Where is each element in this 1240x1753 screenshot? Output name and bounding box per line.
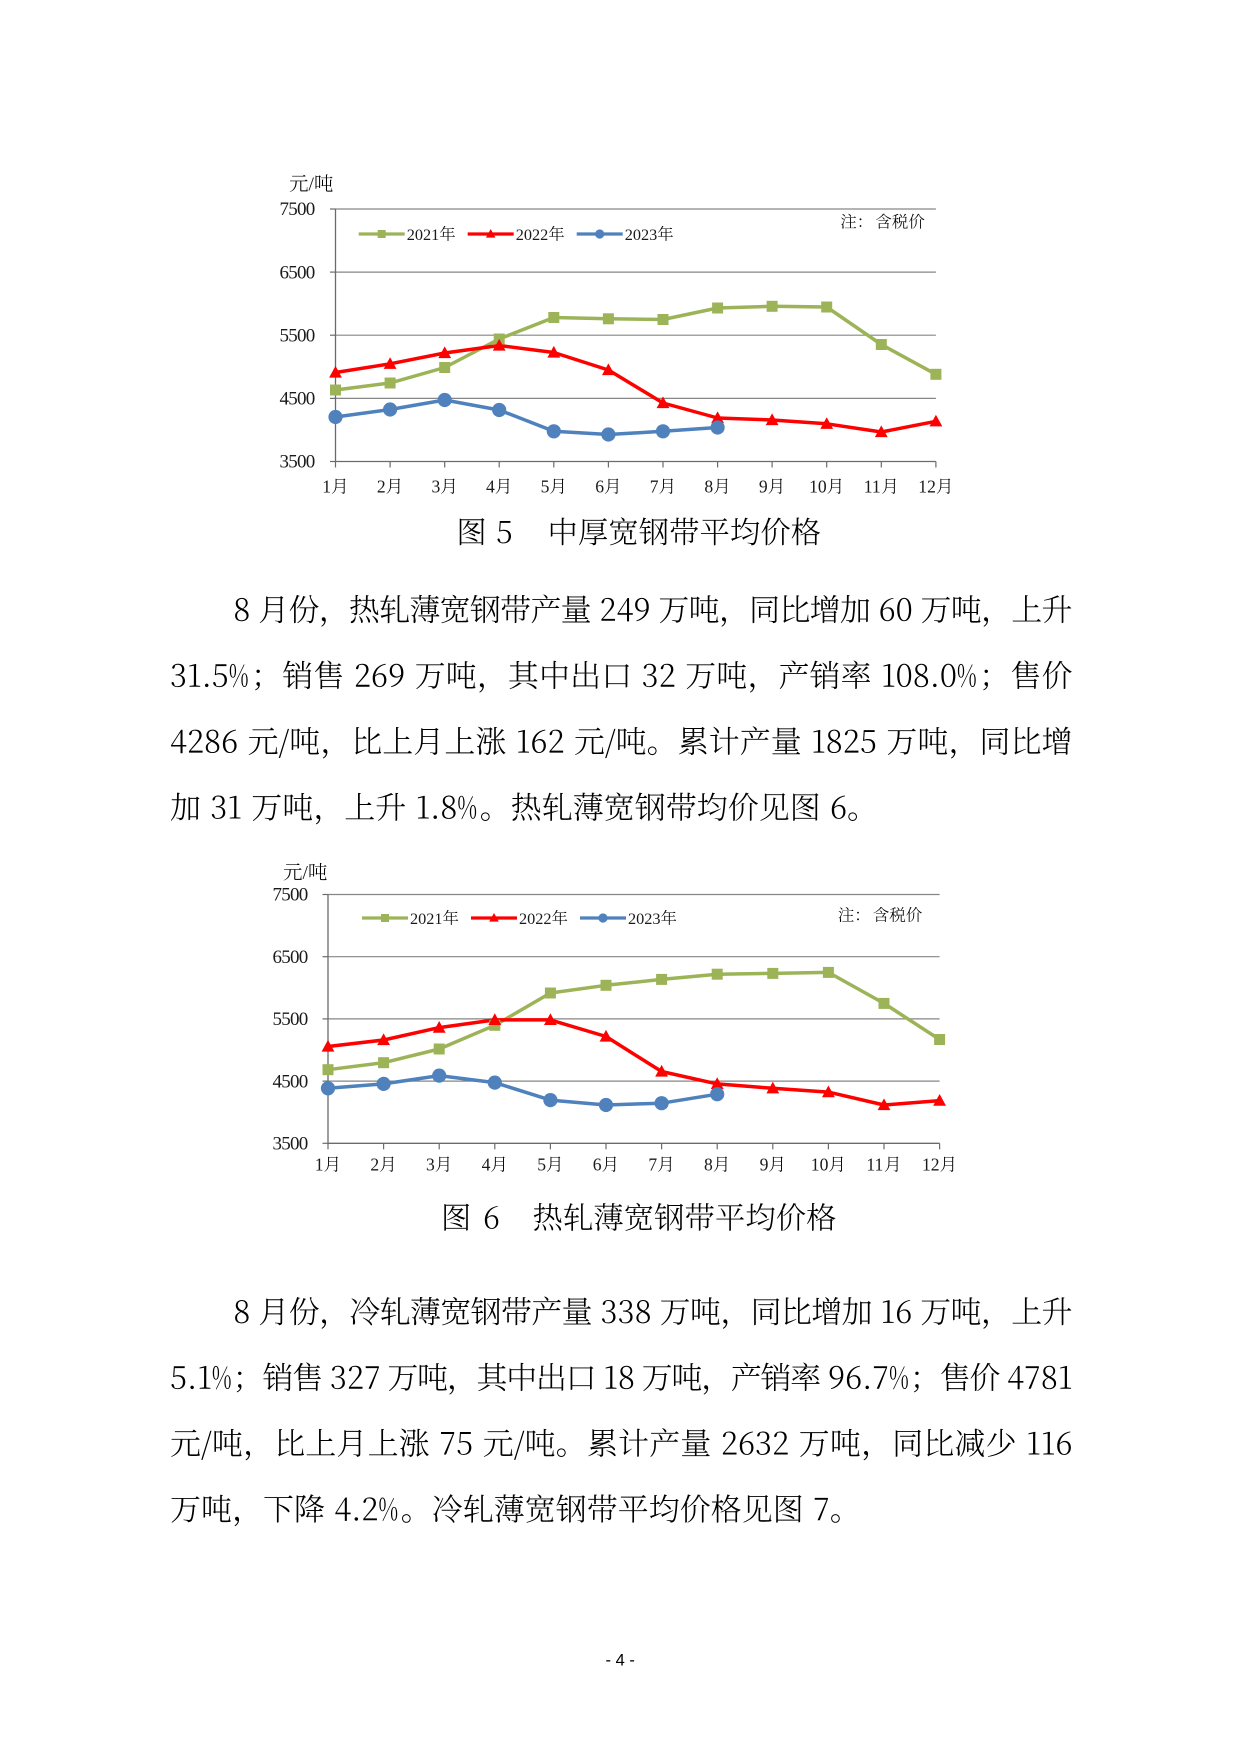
svg-text:/: / <box>303 863 309 884</box>
svg-text:4500: 4500 <box>280 389 315 410</box>
svg-text:10: 10 <box>809 477 827 497</box>
svg-text:6500: 6500 <box>280 262 315 283</box>
svg-text:2022: 2022 <box>516 225 549 244</box>
svg-text:3500: 3500 <box>273 1134 308 1155</box>
svg-text:2023: 2023 <box>625 225 658 244</box>
svg-text:10: 10 <box>811 1155 829 1175</box>
svg-text:2021: 2021 <box>407 225 440 244</box>
svg-text:1: 1 <box>315 1155 324 1175</box>
svg-text:5: 5 <box>537 1155 546 1175</box>
svg-text:/: / <box>309 175 315 196</box>
svg-text:5500: 5500 <box>280 325 315 346</box>
svg-text:7: 7 <box>650 477 659 497</box>
svg-text:2021: 2021 <box>410 909 443 928</box>
svg-text:11: 11 <box>864 477 881 497</box>
svg-text:7: 7 <box>648 1155 657 1175</box>
svg-text:9: 9 <box>759 477 768 497</box>
svg-text:1: 1 <box>322 477 331 497</box>
svg-text:4: 4 <box>486 477 495 497</box>
svg-text:6: 6 <box>595 477 604 497</box>
svg-text:3: 3 <box>426 1155 435 1175</box>
svg-text:2023: 2023 <box>628 909 661 928</box>
svg-text:2: 2 <box>370 1155 379 1175</box>
svg-text:3500: 3500 <box>280 452 315 473</box>
svg-text:- 4 -: - 4 - <box>606 1652 635 1670</box>
svg-text:8: 8 <box>704 1155 713 1175</box>
svg-text:5500: 5500 <box>273 1009 308 1030</box>
svg-text:3: 3 <box>432 477 441 497</box>
svg-text:9: 9 <box>760 1155 769 1175</box>
svg-text:4500: 4500 <box>273 1071 308 1092</box>
svg-text:4: 4 <box>482 1155 491 1175</box>
svg-text:6500: 6500 <box>273 947 308 968</box>
svg-text:11: 11 <box>866 1155 883 1175</box>
svg-text:6: 6 <box>593 1155 602 1175</box>
svg-text:5: 5 <box>541 477 550 497</box>
svg-text:7500: 7500 <box>273 885 308 906</box>
svg-text:12: 12 <box>918 477 936 497</box>
svg-text:7500: 7500 <box>280 199 315 220</box>
svg-text:8: 8 <box>704 477 713 497</box>
svg-text:2: 2 <box>377 477 386 497</box>
svg-text:12: 12 <box>922 1155 940 1175</box>
svg-text:2022: 2022 <box>519 909 552 928</box>
